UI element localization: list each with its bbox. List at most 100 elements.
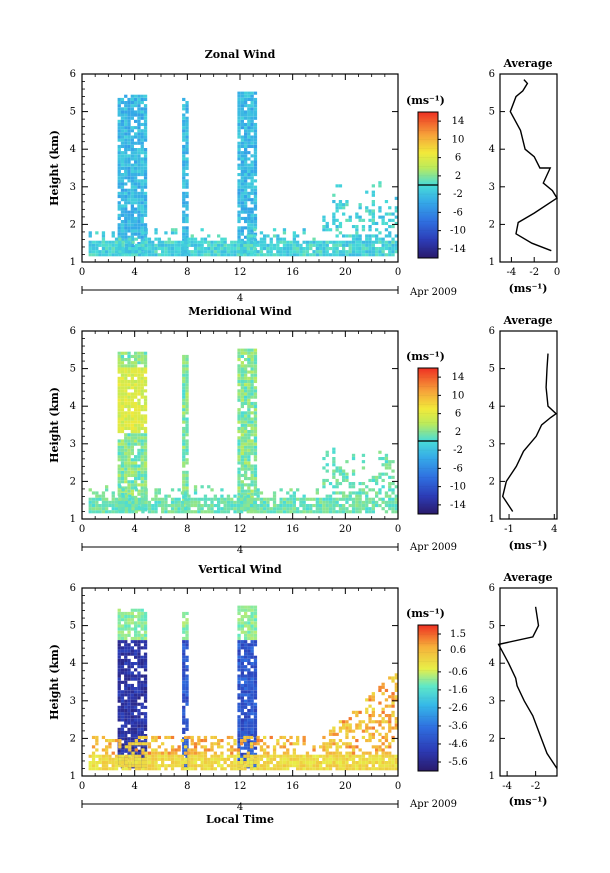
heatmap-cell [177,754,181,758]
heatmap-cell [134,423,138,427]
heatmap-cell [355,504,359,508]
heatmap-cell [384,688,389,693]
heatmap-cell [325,469,329,473]
heatmap-cell [338,472,343,476]
heatmap-cell [296,754,300,758]
heatmap-cell [140,132,144,136]
heatmap-cell [140,129,144,133]
heatmap-cell [332,764,336,768]
heatmap-cell [187,735,191,740]
heatmap-cell [391,714,395,718]
heatmap-cell [185,687,189,691]
heatmap-cell [240,104,244,108]
heatmap-cell [137,229,141,233]
heatmap-cell [247,649,251,653]
heatmap-cell [253,138,258,142]
heatmap-cell [120,492,125,496]
heatmap-cell [137,179,141,183]
heatmap-cell [237,389,241,393]
heatmap-cell [134,210,138,214]
heatmap-cell [124,373,128,377]
heatmap-cell [253,154,258,158]
heatmap-cell [117,674,121,678]
heatmap-cell [250,683,254,688]
heatmap-cell [130,398,134,402]
heatmap-cell [250,351,254,355]
heatmap-cell [286,497,290,501]
heatmap-cell [143,627,148,631]
heatmap-cell [185,702,189,706]
heatmap-cell [250,185,254,189]
heatmap-cell [111,497,115,501]
heatmap-cell [338,745,343,749]
y-tick-label: 5 [70,364,76,375]
heatmap-cell [213,757,217,761]
heatmap-cell [345,494,349,498]
heatmap-cell [154,250,158,254]
heatmap-cell [185,680,189,684]
heatmap-cell [124,687,128,691]
heatmap-cell [338,729,343,733]
heatmap-cell [342,478,346,483]
heatmap-cell [253,237,257,241]
heatmap-cell [154,494,158,498]
heatmap-cell [388,761,392,765]
heatmap-cell [253,247,257,251]
heatmap-cell [111,761,115,765]
heatmap-cell [140,480,144,484]
heatmap-cell [130,229,134,233]
heatmap-cell [185,473,189,478]
heatmap-cell [120,166,125,170]
heatmap-cell [91,253,96,257]
heatmap-cell [134,110,138,114]
profile-x-tick-label: -1 [504,524,514,535]
heatmap-cell [120,195,125,199]
heatmap-cell [250,721,254,725]
heatmap-cell [319,510,323,514]
heatmap-cell [240,179,244,183]
heatmap-cell [185,373,189,377]
heatmap-cell [335,228,339,232]
heatmap-cell [217,250,221,254]
heatmap-cell [236,754,240,758]
heatmap-cell [371,218,375,222]
heatmap-cell [286,507,290,511]
heatmap-cell [375,221,379,226]
heatmap-cell [138,497,142,501]
heatmap-cell [127,370,131,374]
heatmap-cell [121,507,125,511]
heatmap-cell [130,621,134,625]
heatmap-cell [124,705,128,709]
heatmap-cell [137,505,141,509]
heatmap-cell [345,475,349,479]
heatmap-cell [91,764,96,768]
heatmap-cell [137,358,141,362]
heatmap-cell [237,204,241,208]
heatmap-cell [384,212,389,216]
heatmap-cell [164,510,168,514]
heatmap-cell [282,231,287,235]
heatmap-cell [137,213,141,217]
heatmap-cell [328,510,333,514]
heatmap-cell [223,767,227,771]
heatmap-cell [378,764,382,768]
heatmap-cell [143,746,148,750]
heatmap-cell [111,764,115,768]
heatmap-cell [391,735,395,740]
heatmap-cell [250,129,254,133]
heatmap-cell [141,764,145,768]
heatmap-cell [180,510,185,514]
heatmap-cell [117,107,121,111]
heatmap-cell [345,754,349,758]
heatmap-cell [319,240,323,244]
heatmap-cell [259,243,264,247]
heatmap-cell [237,188,241,192]
heatmap-cell [137,734,141,738]
heatmap-cell [124,624,128,628]
heatmap-cell [292,234,296,238]
heatmap-cell [332,447,336,451]
heatmap-cell [137,712,141,716]
heatmap-cell [134,157,138,161]
heatmap-cell [296,234,300,238]
heatmap-cell [253,693,258,697]
